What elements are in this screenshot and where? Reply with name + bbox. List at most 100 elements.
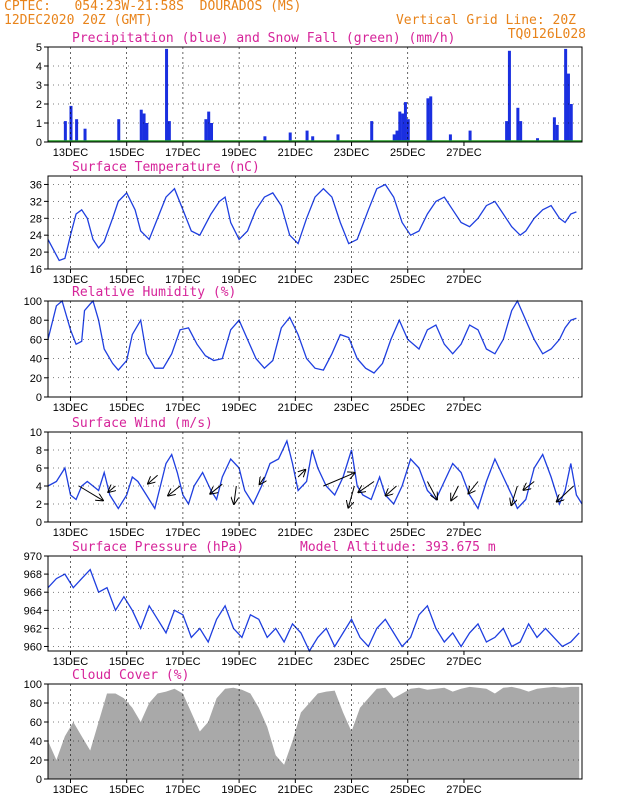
precip-bar (210, 123, 214, 142)
x-tick-label: 25DEC (390, 274, 426, 286)
x-tick-label: 19DEC (221, 527, 257, 539)
y-tick-label: 0 (36, 774, 42, 786)
x-tick-label: 19DEC (221, 402, 257, 414)
precip-bar (564, 48, 568, 142)
header-code: TQ0126L028 (507, 27, 586, 42)
y-tick-label: 40 (30, 736, 42, 748)
precip-bar (69, 105, 73, 142)
x-tick-label: 17DEC (165, 784, 201, 796)
x-tick-label: 19DEC (221, 274, 257, 286)
precip-bar (519, 121, 523, 142)
y-tick-label: 8 (36, 445, 42, 457)
wind-arrow (557, 485, 574, 502)
x-tick-label: 21DEC (278, 656, 314, 668)
x-tick-label: 27DEC (446, 402, 482, 414)
x-tick-label: 23DEC (334, 656, 370, 668)
y-tick-label: 962 (24, 623, 42, 635)
x-tick-label: 19DEC (221, 656, 257, 668)
x-tick-label: 15DEC (109, 527, 145, 539)
wind-arrow (358, 481, 375, 493)
y-tick-label: 100 (24, 679, 42, 691)
panel-title: Relative Humidity (%) (72, 285, 236, 300)
precip-bar (311, 136, 315, 142)
panel-annotation: Model Altitude: 393.675 m (300, 540, 496, 555)
wind-arrow (451, 485, 459, 500)
x-tick-label: 23DEC (334, 402, 370, 414)
y-tick-label: 966 (24, 587, 42, 599)
wind-arrow (323, 473, 354, 487)
precip-bar (370, 121, 374, 142)
y-tick-label: 970 (24, 551, 42, 563)
panel-3: Relative Humidity (%) 13DEC 15DEC 17DEC 19DE… (24, 285, 583, 414)
y-tick-label: 60 (30, 334, 42, 346)
wind-arrow (511, 485, 518, 505)
y-tick-label: 20 (30, 755, 42, 767)
header-station: CPTEC: 054:23W-21:58S DOURADOS (MS) (4, 0, 302, 14)
y-tick-label: 0 (36, 137, 42, 149)
x-tick-label: 21DEC (278, 527, 314, 539)
y-tick-label: 4 (36, 61, 42, 73)
y-tick-label: 16 (30, 264, 42, 276)
precip-bar (75, 119, 79, 142)
y-tick-label: 2 (36, 99, 42, 111)
x-tick-label: 25DEC (390, 527, 426, 539)
panel-4: Surface Wind (m/s)13DEC 15DEC 17DEC 19DEC 21… (30, 416, 583, 539)
x-tick-label: 17DEC (165, 402, 201, 414)
x-tick-label: 15DEC (109, 147, 145, 159)
panel-2: Surface Temperature (nC) 13DEC 15DEC 17DEC 1… (30, 160, 583, 286)
x-tick-label: 27DEC (446, 656, 482, 668)
y-tick-label: 0 (36, 517, 42, 529)
precip-bar (516, 107, 520, 142)
panel-frame (47, 300, 583, 398)
header-date: 12DEC2020 20Z (GMT) (4, 13, 153, 28)
y-tick-label: 100 (24, 296, 42, 308)
x-tick-label: 19DEC (221, 147, 257, 159)
panel-title: Surface Pressure (hPa) (72, 540, 244, 555)
precip-bar (392, 134, 396, 142)
x-tick-label: 17DEC (165, 274, 201, 286)
precip-bar (505, 121, 509, 142)
panel-frame (47, 46, 583, 143)
y-tick-label: 968 (24, 569, 42, 581)
y-tick-label: 24 (30, 230, 42, 242)
precip-bar (288, 132, 292, 142)
x-tick-label: 13DEC (53, 274, 89, 286)
x-tick-label: 23DEC (334, 527, 370, 539)
x-tick-label: 19DEC (221, 784, 257, 796)
y-tick-label: 1 (36, 118, 42, 130)
x-tick-label: 17DEC (165, 147, 201, 159)
x-tick-label: 27DEC (446, 147, 482, 159)
precip-bar (395, 130, 399, 142)
precip-bar (448, 134, 452, 142)
precip-bar (305, 130, 309, 142)
wind-arrow (108, 486, 115, 492)
y-tick-label: 2 (36, 499, 42, 511)
x-tick-label: 15DEC (109, 402, 145, 414)
y-tick-label: 20 (30, 373, 42, 385)
wind-arrow (148, 474, 158, 483)
precip-bar (145, 123, 149, 142)
y-tick-label: 964 (24, 605, 42, 617)
panel-title: Surface Wind (m/s) (72, 416, 213, 431)
x-tick-label: 13DEC (53, 527, 89, 539)
precip-bar (336, 134, 340, 142)
y-tick-label: 10 (30, 427, 42, 439)
precip-bar (142, 113, 146, 142)
wind-arrow (523, 481, 535, 490)
wind-arrow (426, 481, 437, 500)
y-tick-label: 28 (30, 213, 42, 225)
x-tick-label: 27DEC (446, 274, 482, 286)
precip-bar (429, 96, 433, 142)
y-tick-label: 60 (30, 717, 42, 729)
wind-arrow (298, 470, 305, 477)
x-tick-label: 13DEC (53, 784, 89, 796)
y-tick-label: 40 (30, 354, 42, 366)
wind-arrow (78, 485, 103, 500)
x-tick-label: 21DEC (278, 147, 314, 159)
precip-bar (552, 117, 556, 142)
y-tick-label: 4 (36, 481, 42, 493)
precip-bar (468, 130, 472, 142)
precip-bar (406, 119, 410, 142)
panel-5: Surface Pressure (hPa) Model Altitude: 39… (24, 540, 583, 668)
panel-frame (47, 555, 583, 652)
